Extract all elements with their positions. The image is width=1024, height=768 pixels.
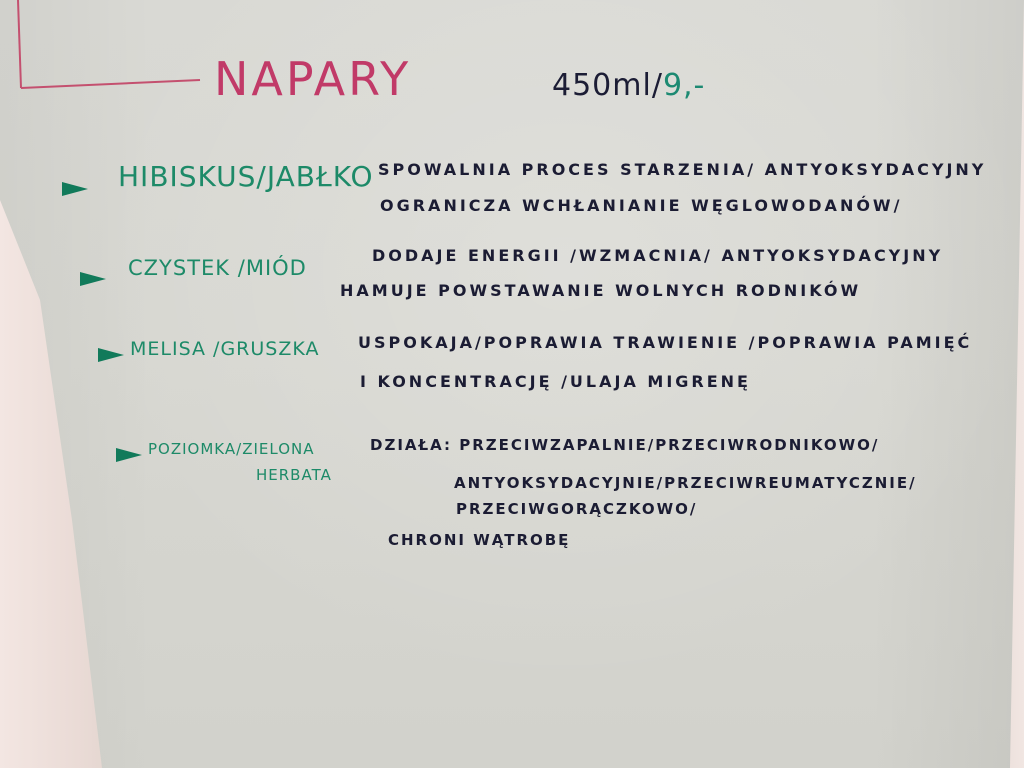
item-name-poziomka: POZIOMKA/ZIELONA [148,440,315,458]
item-desc-line: OGRANICZA WCHŁANIANIE WĘGLOWODANÓW/ [380,196,903,215]
item-name-poziomka-line2: HERBATA [256,466,332,484]
corner-guide-lines [17,0,201,89]
menu-title: NAPARY [214,52,412,106]
item-desc-line: CHRONI WĄTROBĘ [388,531,571,549]
bullet-arrow-icon [116,448,142,462]
bullet-arrow-icon [80,272,106,286]
item-desc-line: DZIAŁA: PRZECIWZAPALNIE/PRZECIWRODNIKOWO… [370,436,880,454]
item-desc-line: PRZECIWGORĄCZKOWO/ [456,500,698,518]
item-desc-line: DODAJE ENERGII /WZMACNIA/ ANTYOKSYDACYJN… [372,246,944,265]
bullet-arrow-icon [98,348,124,362]
item-name-hibiskus: HIBISKUS/JABŁKO [118,160,374,193]
bullet-arrow-icon [62,182,88,196]
item-name-melisa: MELISA /GRUSZKA [130,338,320,360]
item-desc-line: SPOWALNIA PROCES STARZENIA/ ANTYOKSYDACY… [378,160,987,179]
price-amount: 9,- [662,68,706,103]
item-desc-line: I KONCENTRACJĘ /ULAJA MIGRENĘ [360,372,751,391]
item-name-czystek: CZYSTEK /MIÓD [128,256,307,280]
price-label: 450ml/9,- [552,68,705,103]
price-volume: 450ml/ [552,68,663,103]
item-desc-line: HAMUJE POWSTAWANIE WOLNYCH RODNIKÓW [340,281,862,300]
item-desc-line: USPOKAJA/POPRAWIA TRAWIENIE /POPRAWIA PA… [358,333,973,352]
item-desc-line: ANTYOKSYDACYJNIE/PRZECIWREUMATYCZNIE/ [454,474,917,492]
